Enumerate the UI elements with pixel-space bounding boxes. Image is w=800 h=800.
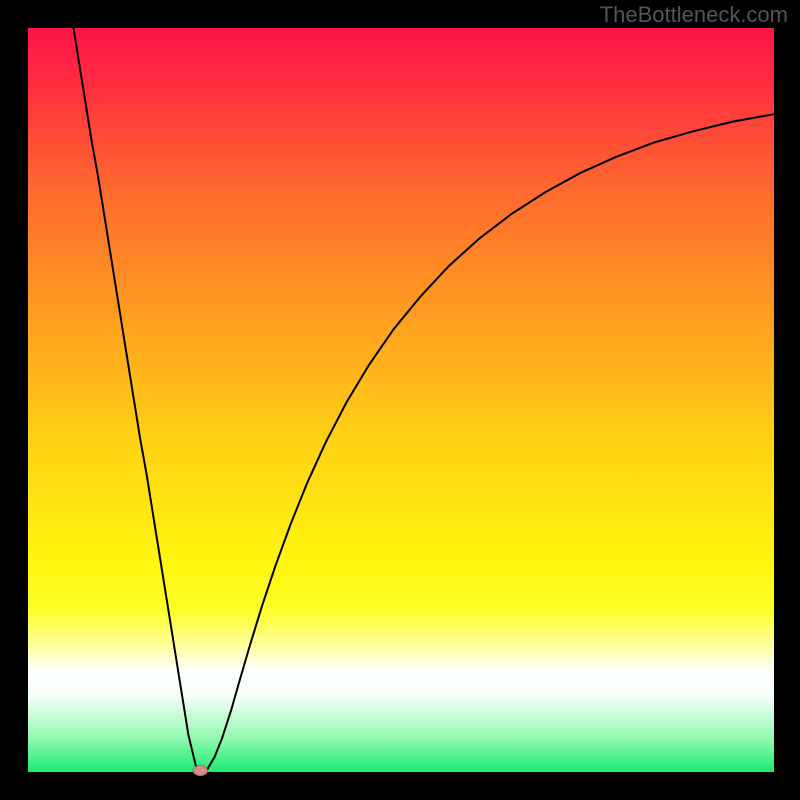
optimum-marker	[193, 766, 207, 776]
chart-container: TheBottleneck.com	[0, 0, 800, 800]
plot-svg	[0, 0, 800, 800]
watermark-text: TheBottleneck.com	[600, 2, 788, 28]
